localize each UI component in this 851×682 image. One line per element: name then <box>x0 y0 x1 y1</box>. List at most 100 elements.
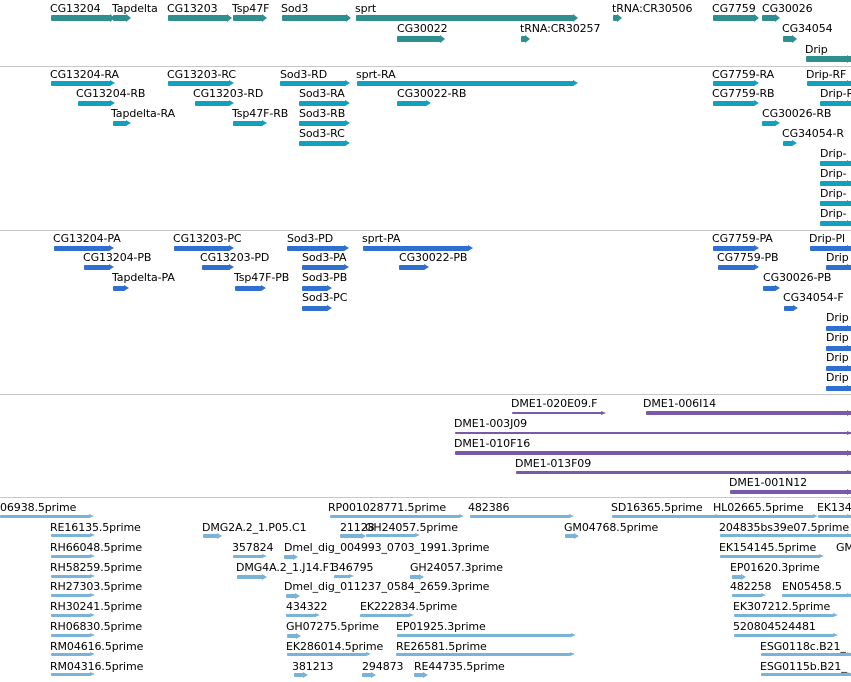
feature-glyph[interactable] <box>51 673 91 676</box>
feature-glyph[interactable] <box>784 306 794 311</box>
feature-glyph[interactable] <box>762 121 776 126</box>
feature-glyph[interactable] <box>761 653 851 656</box>
feature-glyph[interactable] <box>54 246 110 251</box>
feature-label[interactable]: DMG2A.2_1.P05.C1 <box>202 521 307 534</box>
feature-label[interactable]: Sod3-RD <box>280 68 328 81</box>
feature-label[interactable]: CG13204-PB <box>83 251 152 264</box>
feature-label[interactable]: CG30026-RB <box>762 107 832 120</box>
feature-glyph[interactable] <box>362 673 372 677</box>
feature-label[interactable]: CG30026 <box>762 2 813 15</box>
feature-label[interactable]: Tapdelta <box>112 2 158 15</box>
feature-label[interactable]: EK134 <box>817 501 851 514</box>
feature-glyph[interactable] <box>302 286 328 291</box>
feature-label[interactable]: RE44735.5prime <box>414 660 505 673</box>
feature-label[interactable]: DME1-001N12 <box>729 476 808 489</box>
feature-label[interactable]: 434322 <box>286 600 328 613</box>
feature-label[interactable]: Drip <box>805 43 828 56</box>
feature-label[interactable]: Drip <box>826 311 849 324</box>
feature-label[interactable]: CG30022-PB <box>399 251 468 264</box>
feature-label[interactable]: CG13203-PD <box>200 251 270 264</box>
feature-label[interactable]: Drip <box>826 251 849 264</box>
feature-glyph[interactable] <box>78 101 111 106</box>
feature-label[interactable]: Drip- <box>820 167 847 180</box>
feature-glyph[interactable] <box>732 594 762 597</box>
feature-glyph[interactable] <box>820 201 851 206</box>
feature-glyph[interactable] <box>233 555 263 558</box>
feature-glyph[interactable] <box>235 286 262 291</box>
feature-glyph[interactable] <box>826 346 851 351</box>
feature-label[interactable]: Tsp47F-PB <box>234 271 290 284</box>
feature-label[interactable]: CG13203-RD <box>193 87 264 100</box>
feature-glyph[interactable] <box>51 81 111 86</box>
feature-label[interactable]: DMG4A.2_1.J14.F1 <box>236 561 336 574</box>
feature-glyph[interactable] <box>299 121 346 126</box>
feature-label[interactable]: Sod3-PC <box>302 291 348 304</box>
feature-label[interactable]: RP001028771.5prime <box>328 501 447 514</box>
feature-label[interactable]: RE16135.5prime <box>50 521 141 534</box>
feature-label[interactable]: RH06830.5prime <box>50 620 143 633</box>
feature-label[interactable]: CG34054-F <box>783 291 844 304</box>
feature-glyph[interactable] <box>287 246 345 251</box>
feature-label[interactable]: CG13203-PC <box>173 232 242 245</box>
feature-glyph[interactable] <box>646 411 851 415</box>
feature-glyph[interactable] <box>357 81 574 86</box>
feature-label[interactable]: Tsp47F-RB <box>232 107 289 120</box>
feature-label[interactable]: Sod3-RA <box>299 87 345 100</box>
feature-glyph[interactable] <box>720 534 851 537</box>
feature-glyph[interactable] <box>521 36 526 42</box>
feature-glyph[interactable] <box>330 515 460 518</box>
feature-glyph[interactable] <box>718 265 755 270</box>
feature-glyph[interactable] <box>397 634 572 637</box>
feature-glyph[interactable] <box>396 653 571 656</box>
feature-glyph[interactable] <box>397 36 441 42</box>
feature-glyph[interactable] <box>340 534 362 538</box>
feature-glyph[interactable] <box>612 515 716 518</box>
feature-glyph[interactable] <box>762 15 776 21</box>
feature-glyph[interactable] <box>280 81 346 86</box>
feature-glyph[interactable] <box>294 673 304 677</box>
feature-label[interactable]: CG7759-PB <box>717 251 779 264</box>
feature-glyph[interactable] <box>455 451 851 455</box>
feature-glyph[interactable] <box>168 81 230 86</box>
feature-glyph[interactable] <box>233 121 263 126</box>
feature-glyph[interactable] <box>195 101 230 106</box>
feature-glyph[interactable] <box>565 534 575 538</box>
feature-label[interactable]: CG30022-RB <box>397 87 467 100</box>
feature-label[interactable]: CG30022 <box>397 22 448 35</box>
feature-glyph[interactable] <box>516 471 851 474</box>
feature-label[interactable]: 357824 <box>232 541 274 554</box>
feature-glyph[interactable] <box>363 246 469 251</box>
feature-glyph[interactable] <box>818 515 851 518</box>
feature-glyph[interactable] <box>360 614 410 617</box>
feature-label[interactable]: 06938.5prime <box>0 501 77 514</box>
feature-label[interactable]: Sod3-PD <box>287 232 334 245</box>
feature-label[interactable]: EN05458.5 <box>782 580 842 593</box>
feature-glyph[interactable] <box>0 515 90 518</box>
feature-glyph[interactable] <box>286 594 296 598</box>
feature-label[interactable]: sprt-PA <box>362 232 401 245</box>
feature-glyph[interactable] <box>512 412 602 414</box>
feature-glyph[interactable] <box>820 161 851 166</box>
feature-label[interactable]: DME1-020E09.F <box>511 397 598 410</box>
feature-label[interactable]: RH58259.5prime <box>50 561 143 574</box>
feature-glyph[interactable] <box>807 81 851 86</box>
feature-glyph[interactable] <box>51 653 91 656</box>
feature-label[interactable]: DME1-006I14 <box>643 397 717 410</box>
feature-label[interactable]: DME1-003J09 <box>454 417 528 430</box>
feature-glyph[interactable] <box>820 181 851 186</box>
feature-label[interactable]: EK222834.5prime <box>360 600 458 613</box>
feature-glyph[interactable] <box>202 265 230 270</box>
feature-label[interactable]: SD16365.5prime <box>611 501 703 514</box>
feature-label[interactable]: Sod3-PB <box>302 271 348 284</box>
feature-label[interactable]: CG13203 <box>167 2 218 15</box>
feature-glyph[interactable] <box>233 15 263 21</box>
feature-glyph[interactable] <box>174 246 230 251</box>
feature-label[interactable]: 482258 <box>730 580 772 593</box>
feature-glyph[interactable] <box>763 286 776 291</box>
feature-label[interactable]: CG13204-RB <box>76 87 146 100</box>
feature-label[interactable]: EK154145.5prime <box>719 541 817 554</box>
feature-glyph[interactable] <box>810 246 851 251</box>
feature-glyph[interactable] <box>714 515 814 518</box>
feature-glyph[interactable] <box>302 265 345 270</box>
feature-label[interactable]: ESG0118c.B21_ <box>760 640 846 653</box>
